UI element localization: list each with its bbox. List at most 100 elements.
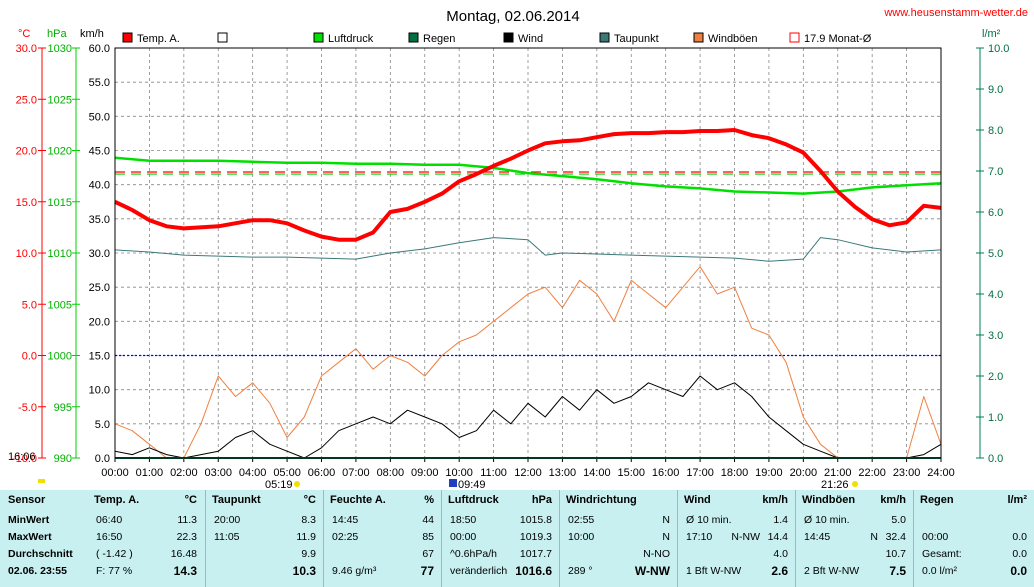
wind-tick-label: 55.0 — [89, 77, 110, 89]
wind-tick-label: 40.0 — [89, 180, 110, 192]
right-axis: 10.0 9.0 8.0 7.0 6.0 5.0 4.0 3.0 2.0 1.0 0.0 — [976, 43, 1009, 465]
x-tick-label: 23:00 — [893, 467, 921, 479]
statistics-panel: Sensor MinWert MaxWert Durchschnitt 02.0… — [0, 490, 1034, 587]
avg-row-label: Durchschnitt — [8, 548, 73, 560]
hum-row4-value: 77 — [420, 564, 434, 578]
sunset-label: 21:26 — [821, 479, 849, 490]
dir-row2-value: N — [662, 531, 670, 543]
x-tick-label: 07:00 — [342, 467, 370, 479]
x-tick-label: 09:00 — [411, 467, 439, 479]
x-tick-label: 24:00 — [927, 467, 955, 479]
rain-row3-value: 0.0 — [1012, 548, 1027, 560]
wind-tick-label: 45.0 — [89, 146, 110, 158]
rain-tick-label: 8.0 — [988, 125, 1003, 137]
dew-row3-value: 9.9 — [301, 548, 316, 560]
x-tick-label: 16:00 — [652, 467, 680, 479]
wind-tick-label: 35.0 — [89, 214, 110, 226]
gust-row2-dir: N — [870, 531, 878, 543]
wind-row3-value: 4.0 — [773, 548, 788, 560]
x-tick-label: 17:00 — [686, 467, 714, 479]
series-line-wind — [114, 375, 942, 459]
wind-column: Wind km/h Ø 10 min. 1.4 17:10 N-NW 14.4 4.0 1 Bf… — [677, 490, 796, 587]
wind-tick-label: 30.0 — [89, 248, 110, 260]
wind-unit: km/h — [762, 494, 788, 506]
legend-swatch — [408, 32, 419, 43]
dew-column: Taupunkt °C 20:00 8.3 11:05 11.9 9.9 10.3 — [205, 490, 324, 587]
series-line-temp-a — [114, 128, 942, 242]
pressure-tick-label: 1025 — [48, 94, 72, 106]
dir-column: Windrichtung 02:55 N 10:00 N N-NO 289 ° W-NW — [559, 490, 678, 587]
press-row2-label: 00:00 — [450, 531, 477, 543]
wind-row2-label: 17:10 — [686, 531, 713, 543]
sensor-column: Sensor MinWert MaxWert Durchschnitt 02.0… — [0, 490, 88, 587]
sunset-icon — [852, 481, 858, 487]
x-tick-label: 00:00 — [101, 467, 129, 479]
temp-row3-label: ( -1.42 ) — [96, 548, 133, 560]
temp-row4-value: 14.3 — [173, 564, 197, 578]
gust-row4-label: 2 Bft W-NW — [804, 565, 860, 577]
temp-row4-label: F: 77 % — [96, 565, 133, 577]
hum-unit: % — [424, 494, 434, 506]
dir-row2-label: 10:00 — [568, 531, 595, 543]
chart-title: Montag, 02.06.2014 — [446, 8, 579, 25]
dew-row2-label: 11:05 — [214, 531, 240, 543]
wind-row1-label: Ø 10 min. — [686, 514, 732, 526]
temp-row2-label: 16:50 — [96, 531, 123, 543]
rain-row4-value: 0.0 — [1010, 564, 1027, 578]
rain-tick-label: 0.0 — [988, 453, 1003, 465]
legend: Temp. A. Luftdruck Regen Wind Taupunkt Windbö… — [122, 32, 872, 45]
temp-unit-label: °C — [18, 28, 30, 40]
dew-row4-value: 10.3 — [292, 564, 316, 578]
rain-row4-label: 0.0 l/m² — [922, 565, 958, 577]
pressure-tick-label: 995 — [54, 402, 72, 414]
temp-unit: °C — [184, 494, 197, 506]
x-axis: 00:00 01:00 02:00 03:00 04:00 05:00 06:00 07:00… — [101, 458, 955, 479]
plot-area-frame — [114, 47, 942, 459]
dew-row2-value: 11.9 — [296, 531, 316, 543]
rain-tick-label: 1.0 — [988, 412, 1003, 424]
wind-unit-label: km/h — [80, 28, 104, 40]
hum-column: Feuchte A.% 14:45 44 02:25 85 67 9.46 g/m³ 77 — [323, 490, 442, 587]
press-row4-label: veränderlich — [450, 565, 508, 577]
temp-row3-value: 16.48 — [170, 548, 197, 560]
rain-unit-label: l/m² — [982, 28, 1001, 40]
rain-tick-label: 6.0 — [988, 207, 1003, 219]
wind-tick-label: 5.0 — [95, 419, 110, 431]
left-time-marker — [38, 479, 45, 483]
pressure-tick-label: 1030 — [48, 43, 72, 55]
weather-chart: Montag, 02.06.2014 www.heusenstamm-wette… — [8, 7, 1028, 490]
wind-row2-dir: N-NW — [731, 531, 760, 543]
pressure-tick-label: 1000 — [48, 351, 72, 363]
temp-row1-value: 11.3 — [177, 514, 197, 526]
dew-unit: °C — [303, 494, 316, 506]
series-line-luftdruck — [114, 156, 942, 195]
hum-row2-value: 85 — [422, 531, 434, 543]
wind-tick-label: 10.0 — [89, 385, 110, 397]
legend-label: Wind — [518, 33, 543, 45]
legend-swatch — [313, 32, 324, 43]
temp-tick-label: 15.0 — [16, 197, 37, 209]
rain-tick-label: 5.0 — [988, 248, 1003, 260]
rain-row2-value: 0.0 — [1012, 531, 1027, 543]
x-tick-label: 06:00 — [308, 467, 336, 479]
x-tick-label: 19:00 — [755, 467, 783, 479]
noon-label: 09:49 — [458, 479, 486, 490]
wind-tick-label: 0.0 — [95, 453, 110, 465]
temp-tick-label: 20.0 — [16, 146, 37, 158]
noon-icon — [449, 479, 457, 487]
temp-row1-label: 06:40 — [96, 514, 123, 526]
gust-header: Windböen — [802, 494, 856, 506]
wind-tick-label: 15.0 — [89, 351, 110, 363]
temp-tick-label: 0.0 — [22, 351, 37, 363]
rain-column: Regen l/m² 00:00 0.0 Gesamt: 0.0 0.0 l/m² 0.0 — [913, 490, 1034, 587]
x-tick-label: 21:00 — [824, 467, 852, 479]
press-row3-label: ^0.6hPa/h — [450, 548, 497, 560]
rain-row2-label: 00:00 — [922, 531, 949, 543]
x-tick-label: 05:00 — [273, 467, 301, 479]
legend-swatch — [122, 32, 133, 43]
x-tick-label: 18:00 — [721, 467, 749, 479]
grid — [115, 48, 941, 458]
legend-label: Luftdruck — [328, 33, 374, 45]
rain-row3-label: Gesamt: — [922, 548, 962, 560]
temp-tick-label: 10.0 — [16, 248, 37, 260]
